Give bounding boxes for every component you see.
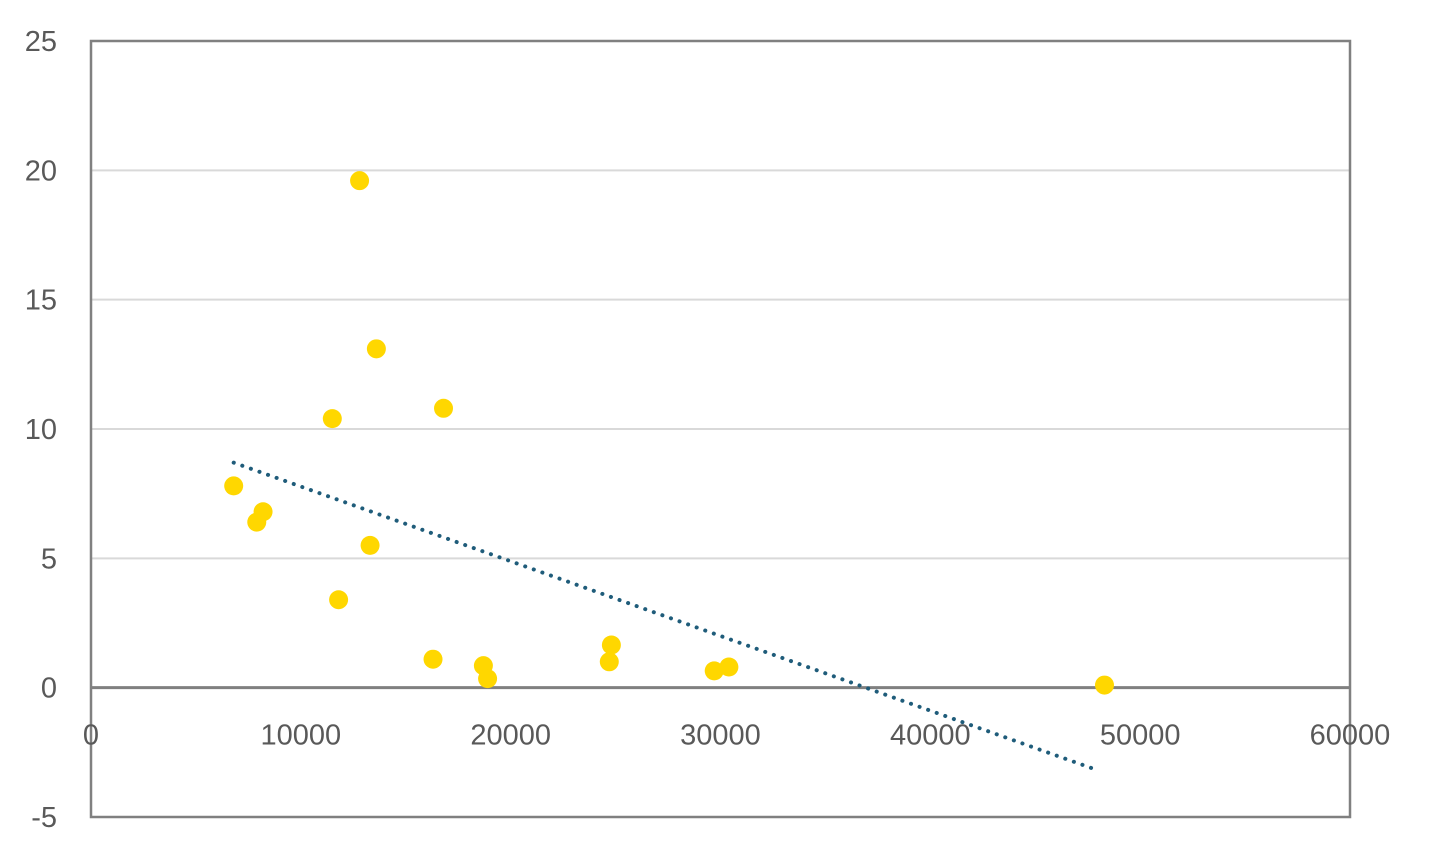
data-point <box>329 590 349 610</box>
y-tick-labels: -5 0 5 10 15 20 25 <box>25 26 57 834</box>
x-tick-label: 50000 <box>1100 720 1181 752</box>
data-points <box>224 171 1114 695</box>
y-tick-label: 5 <box>41 543 57 575</box>
data-point <box>719 657 739 677</box>
axes <box>89 39 1352 819</box>
data-point <box>478 669 498 689</box>
x-tick-label: 0 <box>83 720 99 752</box>
data-point <box>253 502 273 522</box>
data-point <box>1094 675 1114 695</box>
trendline-layer <box>231 460 1101 773</box>
data-point <box>599 652 619 672</box>
data-point <box>224 476 244 496</box>
x-tick-label: 20000 <box>470 720 551 752</box>
y-tick-label: -5 <box>31 802 57 834</box>
data-point <box>704 661 724 681</box>
data-point <box>350 171 370 191</box>
data-point <box>423 649 443 669</box>
trendline <box>231 460 1101 773</box>
x-tick-labels: 0 10000 20000 30000 40000 50000 60000 <box>83 720 1390 752</box>
gridlines <box>91 169 1350 560</box>
data-point <box>366 339 386 359</box>
x-tick-label: 10000 <box>261 720 342 752</box>
data-point <box>322 409 342 429</box>
y-tick-label: 10 <box>25 414 57 446</box>
y-tick-label: 15 <box>25 285 57 317</box>
plot-border <box>89 39 1352 819</box>
y-tick-label: 25 <box>25 26 57 58</box>
y-tick-label: 20 <box>25 155 57 187</box>
x-tick-label: 30000 <box>680 720 761 752</box>
x-tick-label: 60000 <box>1310 720 1391 752</box>
x-tick-label: 40000 <box>890 720 971 752</box>
y-tick-label: 0 <box>41 673 57 705</box>
data-point <box>601 635 621 655</box>
data-point <box>434 398 454 418</box>
data-point <box>360 535 380 555</box>
